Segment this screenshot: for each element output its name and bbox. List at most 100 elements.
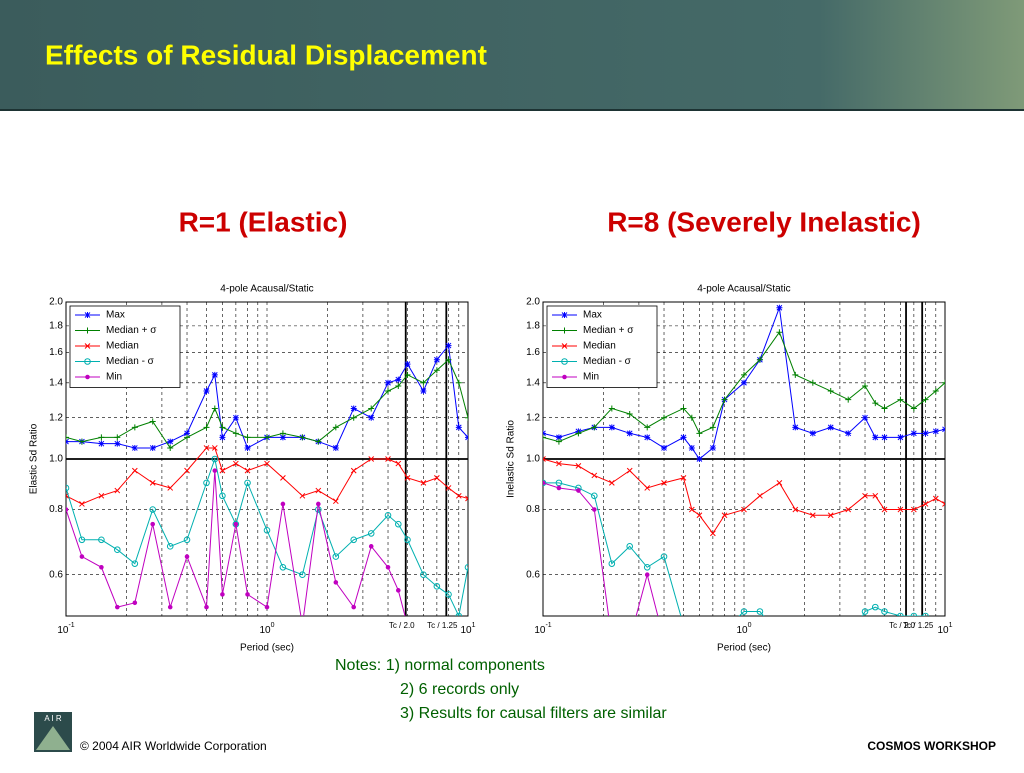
- marker: [688, 414, 695, 421]
- marker: [899, 654, 903, 658]
- marker: [883, 654, 887, 658]
- marker: [897, 506, 904, 513]
- marker: [433, 583, 441, 590]
- marker: [367, 530, 375, 537]
- x-tick-label: 10-1: [57, 622, 74, 636]
- marker: [315, 438, 322, 445]
- marker: [466, 638, 470, 642]
- marker: [680, 475, 687, 481]
- marker: [84, 327, 91, 334]
- marker: [709, 424, 716, 431]
- marker: [404, 371, 411, 378]
- marker: [79, 554, 85, 559]
- y-tick-label: 1.2: [49, 412, 63, 423]
- marker: [592, 507, 597, 512]
- marker: [872, 434, 879, 441]
- marker: [98, 536, 105, 544]
- marker: [792, 506, 799, 513]
- marker: [793, 637, 799, 643]
- marker: [465, 434, 468, 441]
- series-line: [66, 344, 468, 449]
- marker: [861, 608, 869, 615]
- marker: [608, 480, 615, 486]
- y-tick-label: 2.0: [49, 297, 63, 308]
- y-tick-label: 1.8: [49, 321, 63, 332]
- marker: [561, 343, 568, 349]
- x-tick-label: 101: [460, 622, 475, 636]
- marker: [827, 512, 834, 519]
- marker: [661, 444, 668, 451]
- marker: [149, 480, 156, 486]
- legend-label: Min: [106, 372, 122, 383]
- marker: [445, 485, 452, 491]
- x-tick-base: 10: [259, 625, 271, 636]
- marker: [99, 564, 104, 570]
- x-tick-exponent: 0: [748, 622, 752, 629]
- marker: [809, 430, 816, 437]
- marker: [84, 358, 91, 365]
- marker: [433, 367, 440, 374]
- marker: [881, 506, 888, 513]
- marker: [132, 600, 138, 606]
- marker: [404, 475, 411, 481]
- x-tick-label: 101: [937, 622, 952, 636]
- marker: [608, 560, 616, 567]
- marker: [245, 592, 250, 597]
- marker: [131, 444, 138, 451]
- marker: [167, 485, 174, 491]
- marker: [742, 654, 746, 658]
- legend-label: Median: [583, 341, 616, 352]
- marker: [561, 312, 568, 318]
- marker: [776, 329, 783, 336]
- marker: [681, 622, 687, 628]
- marker: [232, 414, 239, 421]
- marker: [445, 356, 452, 363]
- marker: [778, 654, 782, 658]
- marker: [723, 654, 727, 658]
- marker: [385, 456, 391, 462]
- marker: [98, 434, 105, 441]
- marker: [66, 507, 69, 512]
- y-tick-label: 0.6: [49, 569, 63, 580]
- marker: [696, 430, 703, 437]
- marker: [455, 379, 462, 386]
- marker: [404, 361, 411, 368]
- series-line: [543, 458, 945, 535]
- annotation: Tc / 1.25: [903, 621, 934, 630]
- marker: [846, 654, 850, 658]
- marker: [777, 632, 783, 638]
- marker: [279, 430, 286, 437]
- marker: [741, 379, 747, 386]
- y-tick-label: 1.2: [526, 412, 540, 423]
- workshop: COSMOS WORKSHOP: [867, 739, 996, 753]
- marker: [575, 430, 582, 437]
- marker: [881, 608, 888, 615]
- marker: [688, 444, 695, 451]
- marker: [845, 506, 852, 513]
- y-tick-label: 1.6: [49, 347, 63, 358]
- marker: [385, 564, 391, 570]
- marker: [368, 405, 375, 412]
- marker: [688, 506, 695, 513]
- marker: [395, 383, 402, 390]
- legend-label: Median: [106, 341, 139, 352]
- marker: [722, 627, 728, 633]
- marker: [280, 501, 286, 507]
- marker: [644, 485, 651, 491]
- marker: [911, 506, 917, 513]
- marker: [332, 498, 339, 505]
- annotation: Tc / 2.0: [889, 621, 915, 630]
- legend-label: Median - σ: [106, 356, 155, 367]
- marker: [690, 654, 694, 658]
- series-line: [543, 482, 927, 616]
- marker: [299, 434, 306, 441]
- marker: [204, 604, 209, 610]
- marker: [114, 487, 121, 494]
- series-group: [66, 342, 470, 642]
- chart-title: 4-pole Acausal/Static: [697, 284, 790, 295]
- marker: [244, 444, 251, 451]
- marker: [455, 492, 462, 499]
- marker: [881, 405, 888, 412]
- marker: [455, 612, 463, 616]
- marker: [385, 388, 392, 395]
